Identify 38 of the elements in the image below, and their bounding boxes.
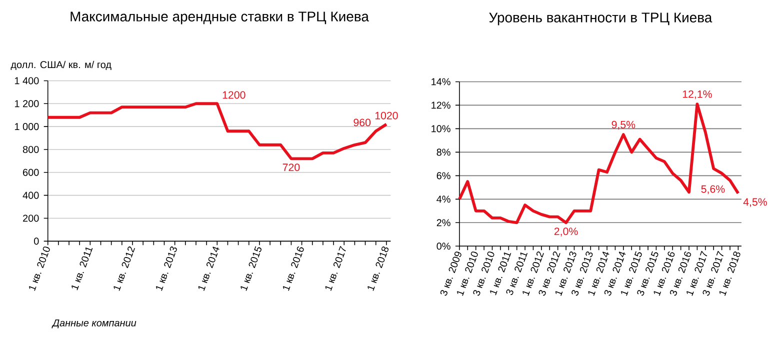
text: Данные компании [52,320,136,328]
y-tick-label: 8% [436,148,450,156]
x-tick-label: 1 кв. 2014 [198,246,220,291]
y-tick-label: 12% [432,102,450,109]
chart-title: Максимальные арендные ставки в ТРЦ Киева [70,12,369,24]
data-label: 960 [354,118,371,126]
data-label: 9,5% [612,120,636,130]
y-tick-label: 2% [436,219,450,226]
y-tick-label: 600 [23,168,39,176]
data-label: 5,6% [701,185,725,194]
data-label: 2,0% [554,228,578,236]
data-label: 1200 [222,91,246,99]
x-tick-label: 1 кв. 2018 [368,246,388,291]
x-tick-label: 1 кв. 2013 [156,246,177,291]
data-label: 1020 [375,112,398,120]
x-tick-label: 1 кв. 2015 [240,246,262,291]
y-tick-label: 1 400 [14,77,39,84]
y-tick-label: 1 000 [14,123,39,130]
y-tick-label: 0% [436,242,450,250]
y-tick-label: 400 [22,192,39,199]
data-label: 720 [282,164,300,172]
y-tick-label: 1 200 [14,100,39,108]
y-axis-title: долл. США/ кв. м/ год [10,60,112,70]
y-tick-label: 4% [436,196,450,203]
y-tick-label: 10% [432,125,450,132]
x-tick-label: 1 кв. 2017 [325,246,346,291]
y-tick-label: 14% [432,78,450,86]
x-tick-label: 1 кв. 2011 [72,248,93,290]
y-tick-label: 800 [22,146,39,154]
y-tick-label: 0 [34,238,39,245]
y-tick-label: 6% [436,172,450,180]
x-tick-label: 1 кв. 2016 [282,246,304,291]
data-label: 4,5% [743,198,767,208]
data-label: 12,1% [682,90,712,100]
x-tick-label: 1 кв. 2012 [114,246,136,291]
x-tick-label: 1 кв. 2010 [29,246,50,291]
chart-title: Уровень вакантности в ТРЦ Киева [489,12,712,26]
y-tick-label: 200 [23,214,39,222]
